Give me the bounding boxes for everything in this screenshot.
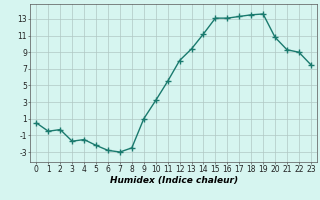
X-axis label: Humidex (Indice chaleur): Humidex (Indice chaleur) bbox=[109, 176, 238, 185]
